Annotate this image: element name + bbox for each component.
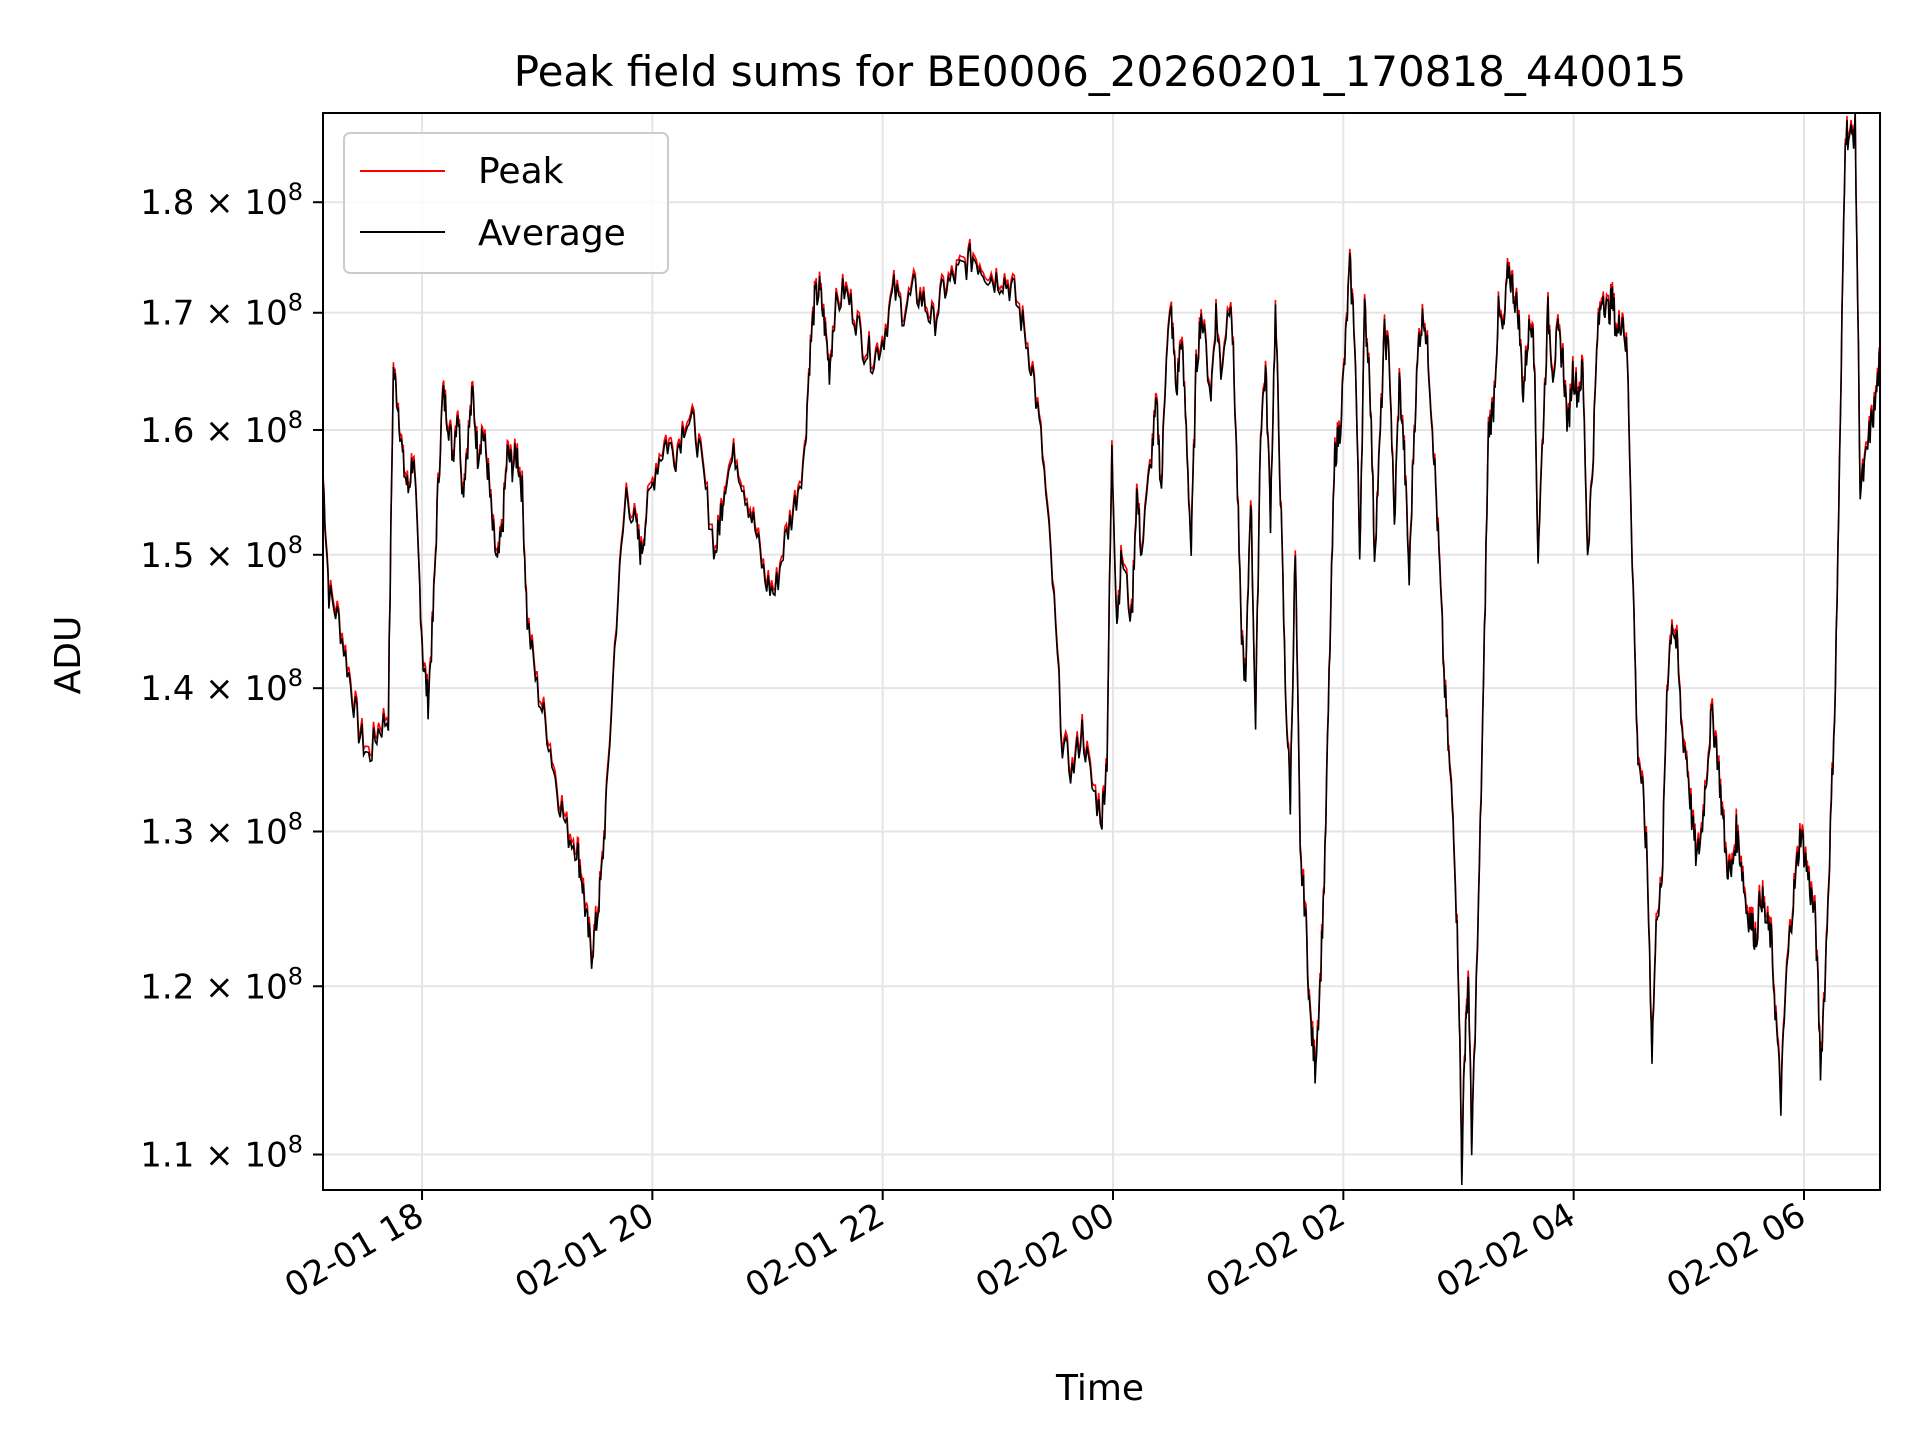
y-tick-label: 1.4 × 108 bbox=[140, 664, 303, 709]
series bbox=[323, 113, 1880, 1186]
y-tick-label: 1.8 × 108 bbox=[140, 178, 303, 223]
x-axis-label: Time bbox=[1055, 1368, 1144, 1409]
grid bbox=[323, 113, 1880, 1190]
axes-frame bbox=[322, 112, 1881, 1191]
chart-title: Peak field sums for BE0006_20260201_1708… bbox=[514, 47, 1686, 96]
y-axis-label: ADU bbox=[48, 616, 89, 695]
legend-label-peak: Peak bbox=[478, 151, 564, 192]
y-tick-label: 1.1 × 108 bbox=[140, 1131, 303, 1176]
y-tick-label: 1.3 × 108 bbox=[140, 807, 303, 852]
legend-box bbox=[343, 132, 669, 274]
series-line-average bbox=[323, 113, 1880, 1186]
legend: Peak Average bbox=[343, 132, 669, 274]
y-tick-label: 1.2 × 108 bbox=[140, 962, 303, 1007]
y-tick-label: 1.7 × 108 bbox=[140, 289, 303, 334]
y-tick-label: 1.5 × 108 bbox=[140, 531, 303, 576]
legend-label-average: Average bbox=[478, 213, 626, 254]
y-tick-label: 1.6 × 108 bbox=[140, 406, 303, 451]
